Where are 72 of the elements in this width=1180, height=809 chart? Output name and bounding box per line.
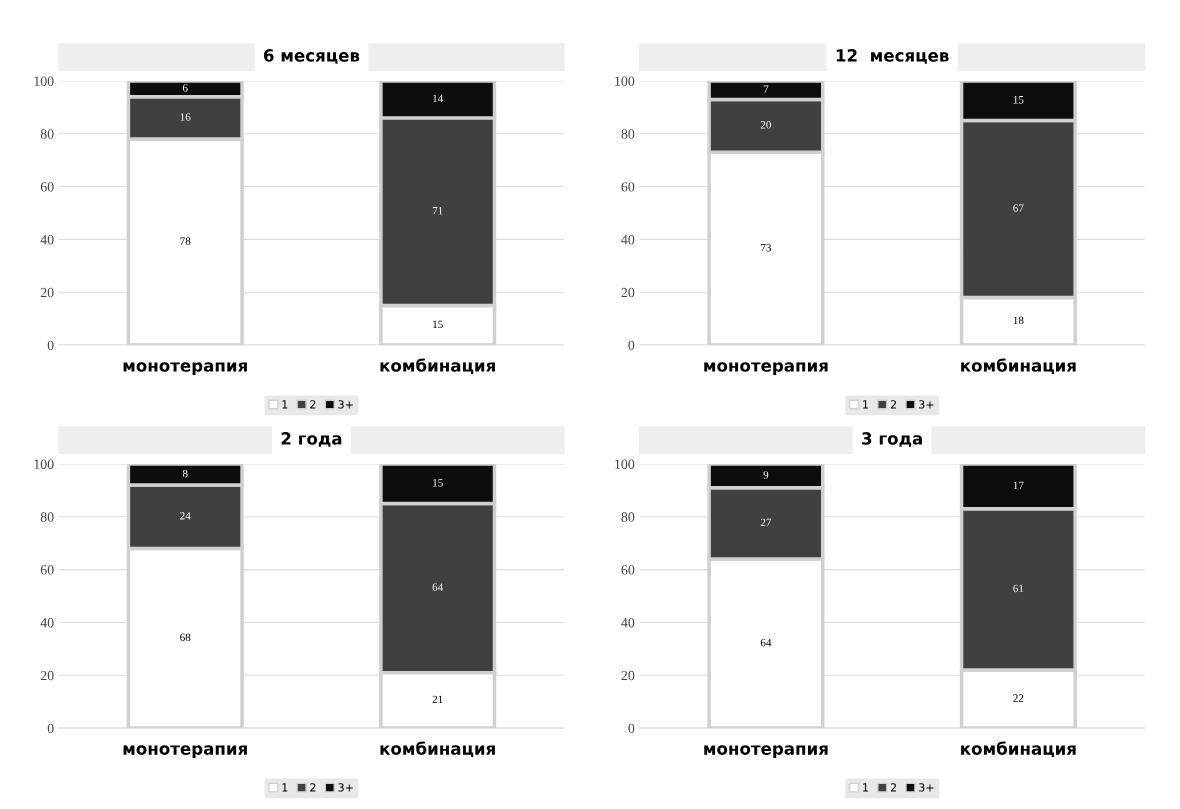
data-label: 14 [433,94,444,103]
y-tick-label: 20 [40,670,54,681]
legend-label: 1 [863,783,868,792]
legend-label: 3+ [919,400,934,409]
x-tick-label: комбинация [380,358,495,374]
data-label: 9 [763,471,769,479]
y-tick-label: 40 [40,234,54,245]
data-label: 21 [432,695,443,704]
y-tick-label: 100 [615,76,635,86]
data-label: 7 [763,85,769,93]
x-tick-label: монотерапия [123,362,247,376]
x-tick-label: монотерапия [123,745,247,759]
data-label: 15 [433,479,443,487]
data-label: 22 [1013,694,1024,702]
chart-title: 2 года [281,432,342,447]
data-label: 20 [760,121,772,129]
chart-title: 6 месяцев [263,49,360,64]
data-label: 24 [180,512,191,520]
data-label: 78 [180,237,191,245]
y-tick-label: 60 [40,565,54,575]
y-tick-label: 60 [621,565,635,575]
chart-title: 3 года [862,432,922,447]
y-tick-label: 0 [628,723,635,734]
chart-title: 12 месяцев [836,49,949,64]
y-tick-label: 60 [40,182,54,192]
y-tick-label: 20 [621,287,635,298]
x-tick-label: комбинация [380,741,495,757]
data-label: 61 [1013,584,1024,593]
y-tick-label: 20 [621,670,635,681]
data-label: 6 [182,84,188,92]
y-tick-label: 100 [34,76,54,86]
data-label: 73 [761,243,772,252]
data-label: 18 [1013,316,1024,325]
data-label: 15 [433,320,443,329]
y-tick-label: 80 [40,512,54,522]
legend-label: 2 [890,400,897,409]
x-tick-label: комбинация [961,358,1076,374]
data-label: 68 [180,633,191,642]
x-tick-label: монотерапия [704,745,828,759]
legend-label: 2 [310,783,316,792]
y-tick-label: 0 [628,340,635,351]
data-label: 15 [1013,96,1024,104]
x-tick-label: монотерапия [704,362,828,376]
y-tick-label: 0 [47,340,54,351]
legend-label: 3+ [919,783,934,792]
y-tick-label: 80 [40,129,54,139]
legend-label: 3+ [338,783,353,792]
legend-label: 3+ [338,400,353,409]
x-tick-label: комбинация [961,741,1076,757]
y-tick-label: 40 [621,234,635,245]
legend-label: 1 [282,400,288,409]
y-tick-label: 80 [621,512,635,522]
data-label: 27 [760,518,772,527]
legend-label: 2 [310,400,316,409]
data-label: 8 [182,469,188,478]
legend-label: 1 [282,783,288,792]
y-tick-label: 40 [40,618,54,628]
data-label: 16 [180,113,191,121]
legend-label: 2 [890,783,897,792]
y-tick-label: 100 [34,459,54,469]
data-label: 71 [432,207,443,215]
y-tick-label: 0 [47,723,54,734]
data-label: 64 [760,638,772,647]
data-label: 64 [432,583,444,591]
data-label: 67 [1013,204,1024,212]
y-tick-label: 60 [621,182,635,192]
legend-label: 1 [863,400,868,409]
y-tick-label: 20 [40,287,54,298]
y-tick-label: 40 [621,618,635,628]
data-label: 17 [1013,481,1024,490]
y-tick-label: 80 [621,129,635,139]
y-tick-label: 100 [615,459,635,469]
